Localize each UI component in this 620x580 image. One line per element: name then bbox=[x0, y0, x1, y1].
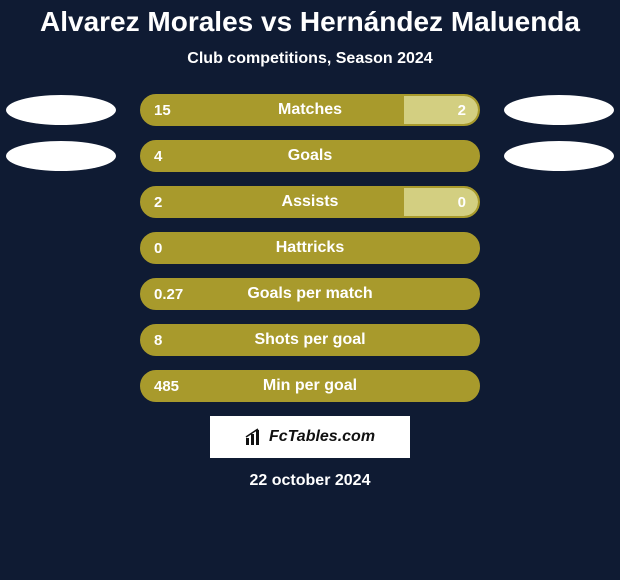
page-subtitle: Club competitions, Season 2024 bbox=[0, 50, 620, 68]
stat-value-left: 0 bbox=[154, 234, 162, 262]
stat-row: Assists2 0 bbox=[0, 186, 620, 218]
player-avatar-right bbox=[504, 141, 614, 171]
stat-value-left: 4 bbox=[154, 142, 162, 170]
stat-value-left: 0.27 bbox=[154, 280, 183, 308]
stat-value-left: 485 bbox=[154, 372, 179, 400]
stat-bar: Goals per match0.27 bbox=[140, 278, 480, 310]
stats-container: Matches152Goals4Assists20Hattricks0Goals… bbox=[0, 94, 620, 402]
stat-bar: Matches15 2 bbox=[140, 94, 480, 126]
stat-bar: Hattricks0 bbox=[140, 232, 480, 264]
stat-row: Hattricks0 bbox=[0, 232, 620, 264]
stat-value-right: 2 bbox=[458, 96, 466, 124]
stat-bar: Assists2 0 bbox=[140, 186, 480, 218]
stat-value-left: 2 bbox=[154, 188, 162, 216]
stat-row: Goals per match0.27 bbox=[0, 278, 620, 310]
watermark-text: FcTables.com bbox=[269, 428, 375, 446]
stat-label: Assists bbox=[142, 188, 478, 216]
stat-value-left: 8 bbox=[154, 326, 162, 354]
stat-bar: Goals4 bbox=[140, 140, 480, 172]
date-text: 22 october 2024 bbox=[0, 472, 620, 490]
stat-label: Matches bbox=[142, 96, 478, 124]
stat-label: Hattricks bbox=[142, 234, 478, 262]
stat-value-right: 0 bbox=[458, 188, 466, 216]
stat-row: Goals4 bbox=[0, 140, 620, 172]
player-avatar-left bbox=[6, 95, 116, 125]
stat-row: Shots per goal8 bbox=[0, 324, 620, 356]
stat-row: Matches15 2 bbox=[0, 94, 620, 126]
stat-label: Min per goal bbox=[142, 372, 478, 400]
watermark-badge: FcTables.com bbox=[210, 416, 410, 458]
player-avatar-right bbox=[504, 95, 614, 125]
stat-value-left: 15 bbox=[154, 96, 171, 124]
stat-bar: Min per goal485 bbox=[140, 370, 480, 402]
stat-label: Goals bbox=[142, 142, 478, 170]
stat-row: Min per goal485 bbox=[0, 370, 620, 402]
player-avatar-left bbox=[6, 141, 116, 171]
stat-label: Goals per match bbox=[142, 280, 478, 308]
chart-icon bbox=[245, 428, 263, 446]
stat-bar: Shots per goal8 bbox=[140, 324, 480, 356]
page-title: Alvarez Morales vs Hernández Maluenda bbox=[0, 0, 620, 38]
stat-label: Shots per goal bbox=[142, 326, 478, 354]
